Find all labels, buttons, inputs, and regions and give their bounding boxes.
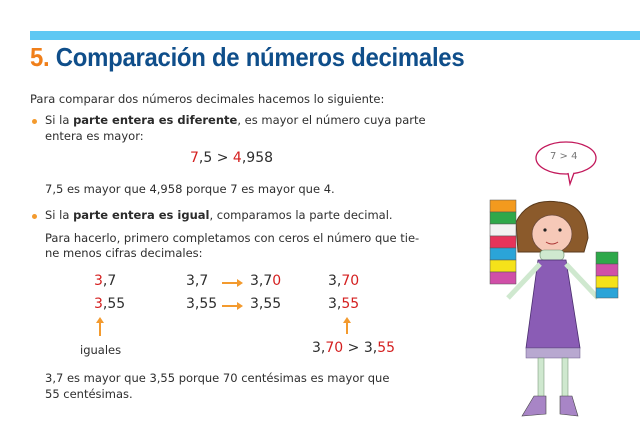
right-arrow-icon [222,302,243,310]
bullet-icon [32,214,37,219]
bullet-icon [32,119,37,124]
up-arrow-icon [343,317,351,334]
rule2-bold: parte entera es igual [73,208,210,222]
example1: 7,5 > 4,958 [190,150,273,166]
ex1-a-int: 7 [190,150,199,166]
section-title: Comparación de números decimales [55,42,465,72]
ex1-b-int: 4 [232,150,242,166]
rule1-bold: parte entera es diferente [73,113,238,127]
col2-row1: 3,7 [186,273,209,289]
col2-row2: 3,55 [186,296,218,312]
speech-bubble-text: 7 > 4 [550,151,578,162]
c1r1-int: 3 [94,273,103,289]
c1r2-dec: ,55 [102,296,126,312]
c3r1-base: 3,7 [250,273,273,289]
comparison-result: 3,70 > 3,55 [312,340,395,356]
ex1-a-dec: ,5 [198,150,213,166]
page-title: 5. Comparación de números decimales [30,42,465,73]
rule2-pre: Si la [45,208,74,222]
col4-row1: 3,70 [328,273,359,289]
header-bar [30,31,640,40]
c4r2-int: 3, [328,296,342,312]
iguales-label: iguales [80,343,122,357]
rule1-line2: entera es mayor: [45,129,144,143]
c4r1-int: 3, [328,273,342,289]
section-number: 5. [30,42,50,72]
rule1-line1: Si la parte entera es diferente, es mayo… [45,112,426,128]
c1r2-int: 3 [94,296,103,312]
cmp-op: > [343,340,364,356]
c3r1-zero: 0 [272,273,282,289]
col3-row1: 3,70 [250,273,281,289]
rule2-explanation-1: 3,7 es mayor que 3,55 porque 70 centésim… [45,371,390,385]
cmp-b-dec: 55 [377,340,396,356]
ex1-op: > [212,150,233,166]
c4r1-dec: 70 [341,273,360,289]
rule1-pre: Si la [45,113,74,127]
girl-with-blocks-icon [489,141,619,417]
col1-row1: 3,7 [94,273,116,289]
ex1-b-dec: ,958 [241,150,274,166]
intro-text: Para comparar dos números decimales hace… [30,92,385,106]
rule2-explanation-2: 55 centésimas. [45,387,133,401]
cmp-a-dec: 70 [325,340,344,356]
rule2-post: , comparamos la parte decimal. [209,208,393,222]
col4-row2: 3,55 [328,296,359,312]
rule2-line1: Si la parte entera es igual, comparamos … [45,207,393,223]
col1-row2: 3,55 [94,296,125,312]
col3-row2: 3,55 [250,296,282,312]
c1r1-dec: ,7 [102,273,117,289]
cmp-b-int: 3, [363,340,378,356]
rule2-para1: Para hacerlo, primero completamos con ce… [45,231,420,245]
right-arrow-icon [222,279,243,287]
girl-illustration: 7 > 4 [478,140,638,420]
rule1-explanation: 7,5 es mayor que 4,958 porque 7 es mayor… [45,182,335,196]
rule2-para2: ne menos cifras decimales: [45,246,203,260]
rule1-post: , es mayor el número cuya parte [237,113,426,127]
cmp-a-int: 3, [312,340,326,356]
up-arrow-icon [96,317,104,336]
c4r2-dec: 55 [341,296,360,312]
